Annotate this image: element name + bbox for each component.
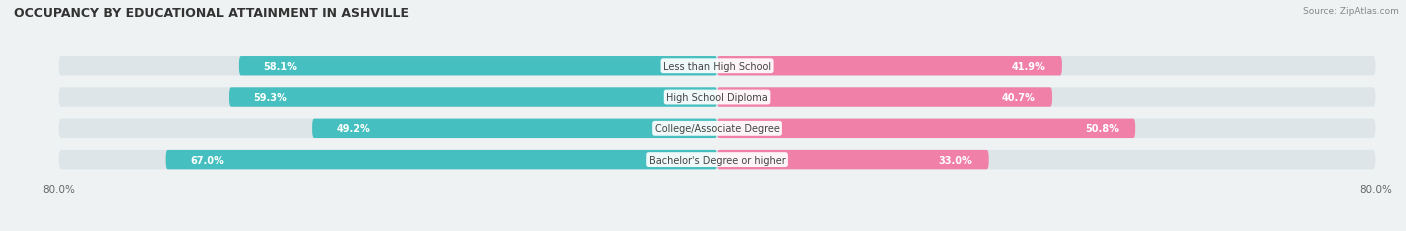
- Text: 40.7%: 40.7%: [1002, 93, 1036, 103]
- FancyBboxPatch shape: [166, 150, 717, 170]
- Text: OCCUPANCY BY EDUCATIONAL ATTAINMENT IN ASHVILLE: OCCUPANCY BY EDUCATIONAL ATTAINMENT IN A…: [14, 7, 409, 20]
- Text: 50.8%: 50.8%: [1085, 124, 1119, 134]
- Text: 49.2%: 49.2%: [337, 124, 371, 134]
- FancyBboxPatch shape: [59, 57, 1375, 76]
- Text: 59.3%: 59.3%: [253, 93, 287, 103]
- FancyBboxPatch shape: [717, 88, 1052, 107]
- Text: Bachelor's Degree or higher: Bachelor's Degree or higher: [648, 155, 786, 165]
- Text: 67.0%: 67.0%: [190, 155, 224, 165]
- Text: Less than High School: Less than High School: [664, 61, 770, 71]
- FancyBboxPatch shape: [717, 119, 1135, 138]
- FancyBboxPatch shape: [59, 88, 1375, 107]
- FancyBboxPatch shape: [312, 119, 717, 138]
- Text: High School Diploma: High School Diploma: [666, 93, 768, 103]
- FancyBboxPatch shape: [229, 88, 717, 107]
- Text: 58.1%: 58.1%: [263, 61, 298, 71]
- FancyBboxPatch shape: [717, 57, 1062, 76]
- FancyBboxPatch shape: [59, 119, 1375, 138]
- Text: 33.0%: 33.0%: [938, 155, 972, 165]
- Text: Source: ZipAtlas.com: Source: ZipAtlas.com: [1303, 7, 1399, 16]
- FancyBboxPatch shape: [59, 150, 1375, 170]
- Text: 41.9%: 41.9%: [1012, 61, 1046, 71]
- FancyBboxPatch shape: [717, 150, 988, 170]
- FancyBboxPatch shape: [239, 57, 717, 76]
- Text: College/Associate Degree: College/Associate Degree: [655, 124, 779, 134]
